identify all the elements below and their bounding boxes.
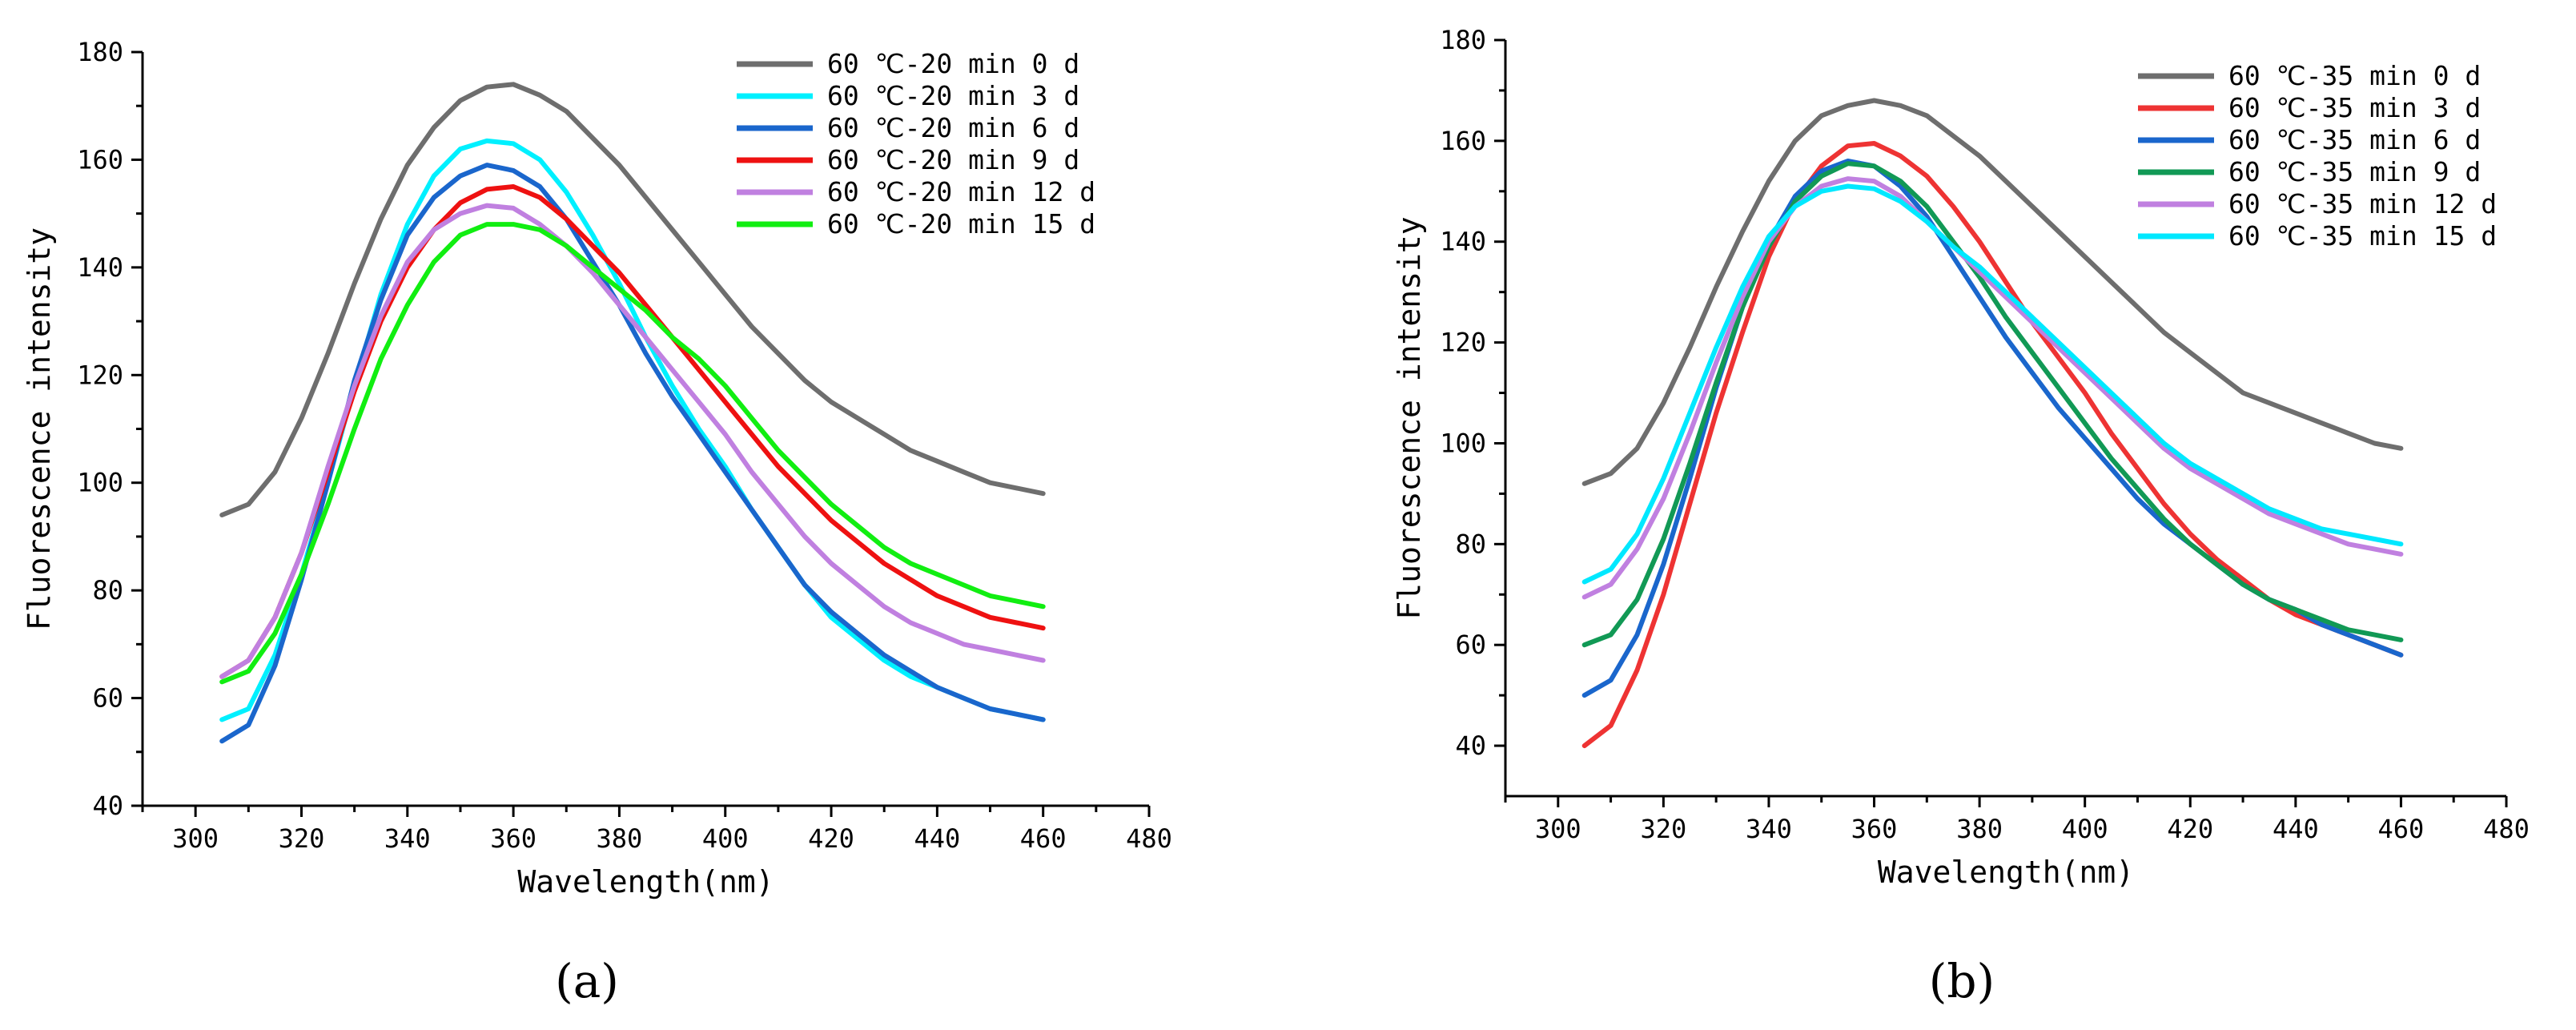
x-tick-label: 300 bbox=[1535, 814, 1581, 844]
legend-label: 60 ℃-35 min 6 d bbox=[2228, 124, 2481, 155]
legend-label: 60 ℃-20 min 6 d bbox=[827, 112, 1079, 143]
legend-label: 60 ℃-20 min 3 d bbox=[827, 80, 1079, 111]
series-line-5 bbox=[219, 222, 1046, 685]
panel-label: (a) bbox=[555, 954, 619, 1008]
x-tick-label: 320 bbox=[279, 823, 325, 854]
series-line-3 bbox=[1581, 161, 2404, 648]
series-line-5 bbox=[1581, 183, 2404, 585]
x-tick-label: 380 bbox=[1956, 814, 2003, 844]
legend-label: 60 ℃-20 min 0 d bbox=[827, 48, 1079, 79]
x-tick-label: 440 bbox=[2273, 814, 2319, 844]
x-tick-label: 480 bbox=[2483, 814, 2530, 844]
legend-label: 60 ℃-35 min 15 d bbox=[2228, 220, 2497, 251]
x-axis-title: Wavelength(nm) bbox=[517, 864, 774, 899]
x-tick-label: 360 bbox=[1851, 814, 1898, 844]
x-tick-label: 380 bbox=[597, 823, 643, 854]
y-tick-label: 60 bbox=[92, 683, 123, 714]
series-line-3 bbox=[219, 184, 1046, 679]
panel-b-chart: 300 320 340 360 380 400 420 440 460 480 40 60 80 100 1… bbox=[1392, 25, 2530, 1008]
x-tick-label: 400 bbox=[702, 823, 749, 854]
x-tick-label: 420 bbox=[808, 823, 854, 854]
panel-a-chart: 300 320 340 360 380 400 420 440 460 480 40 60 80 100 1… bbox=[22, 37, 1172, 1008]
y-tick-label: 120 bbox=[77, 360, 123, 390]
x-tick-label: 460 bbox=[1020, 823, 1067, 854]
y-tick-label: 40 bbox=[92, 791, 123, 821]
y-tick-label: 140 bbox=[1440, 227, 1486, 257]
y-tick-label: 60 bbox=[1455, 630, 1486, 660]
legend-label: 60 ℃-35 min 0 d bbox=[2228, 60, 2481, 91]
legend-label: 60 ℃-35 min 3 d bbox=[2228, 92, 2481, 123]
legend-label: 60 ℃-20 min 12 d bbox=[827, 176, 1095, 207]
x-tick-label: 460 bbox=[2378, 814, 2425, 844]
x-tick-label: 340 bbox=[384, 823, 431, 854]
legend-label: 60 ℃-35 min 9 d bbox=[2228, 156, 2481, 187]
legend-label: 60 ℃-35 min 12 d bbox=[2228, 188, 2497, 219]
x-tick-label: 300 bbox=[172, 823, 219, 854]
y-tick-label: 40 bbox=[1455, 730, 1486, 761]
y-tick-label: 180 bbox=[77, 37, 123, 67]
x-axis-title: Wavelength(nm) bbox=[1878, 855, 2134, 890]
legend-label: 60 ℃-20 min 9 d bbox=[827, 144, 1079, 175]
legend-label: 60 ℃-20 min 15 d bbox=[827, 208, 1095, 239]
series-line-0 bbox=[219, 82, 1046, 517]
x-tick-label: 320 bbox=[1640, 814, 1686, 844]
x-tick-label: 440 bbox=[914, 823, 960, 854]
series-line-4 bbox=[1581, 176, 2404, 600]
y-axis-title: Fluorescence intensity bbox=[1392, 216, 1427, 619]
y-tick-label: 120 bbox=[1440, 328, 1486, 358]
x-tick-label: 360 bbox=[490, 823, 536, 854]
y-tick-label: 80 bbox=[1455, 529, 1486, 559]
y-tick-label: 180 bbox=[1440, 25, 1486, 55]
x-tick-label: 340 bbox=[1746, 814, 1792, 844]
x-tick-label: 400 bbox=[2062, 814, 2108, 844]
x-tick-label: 420 bbox=[2167, 814, 2213, 844]
y-tick-label: 140 bbox=[77, 252, 123, 283]
series-line-0 bbox=[1581, 98, 2404, 486]
y-tick-label: 80 bbox=[92, 575, 123, 606]
series-line-4 bbox=[219, 203, 1046, 679]
legend: 60 ℃-35 min 0 d60 ℃-35 min 3 d60 ℃-35 mi… bbox=[2138, 60, 2497, 251]
y-tick-label: 100 bbox=[77, 468, 123, 498]
legend: 60 ℃-20 min 0 d60 ℃-20 min 3 d60 ℃-20 mi… bbox=[737, 48, 1095, 239]
y-tick-label: 160 bbox=[1440, 126, 1486, 156]
x-tick-label: 480 bbox=[1126, 823, 1172, 854]
y-axis-title: Fluorescence intensity bbox=[22, 227, 57, 630]
panel-label: (b) bbox=[1929, 954, 1995, 1008]
series-line-2 bbox=[219, 163, 1046, 744]
y-tick-label: 160 bbox=[77, 144, 123, 175]
y-tick-label: 100 bbox=[1440, 428, 1486, 458]
